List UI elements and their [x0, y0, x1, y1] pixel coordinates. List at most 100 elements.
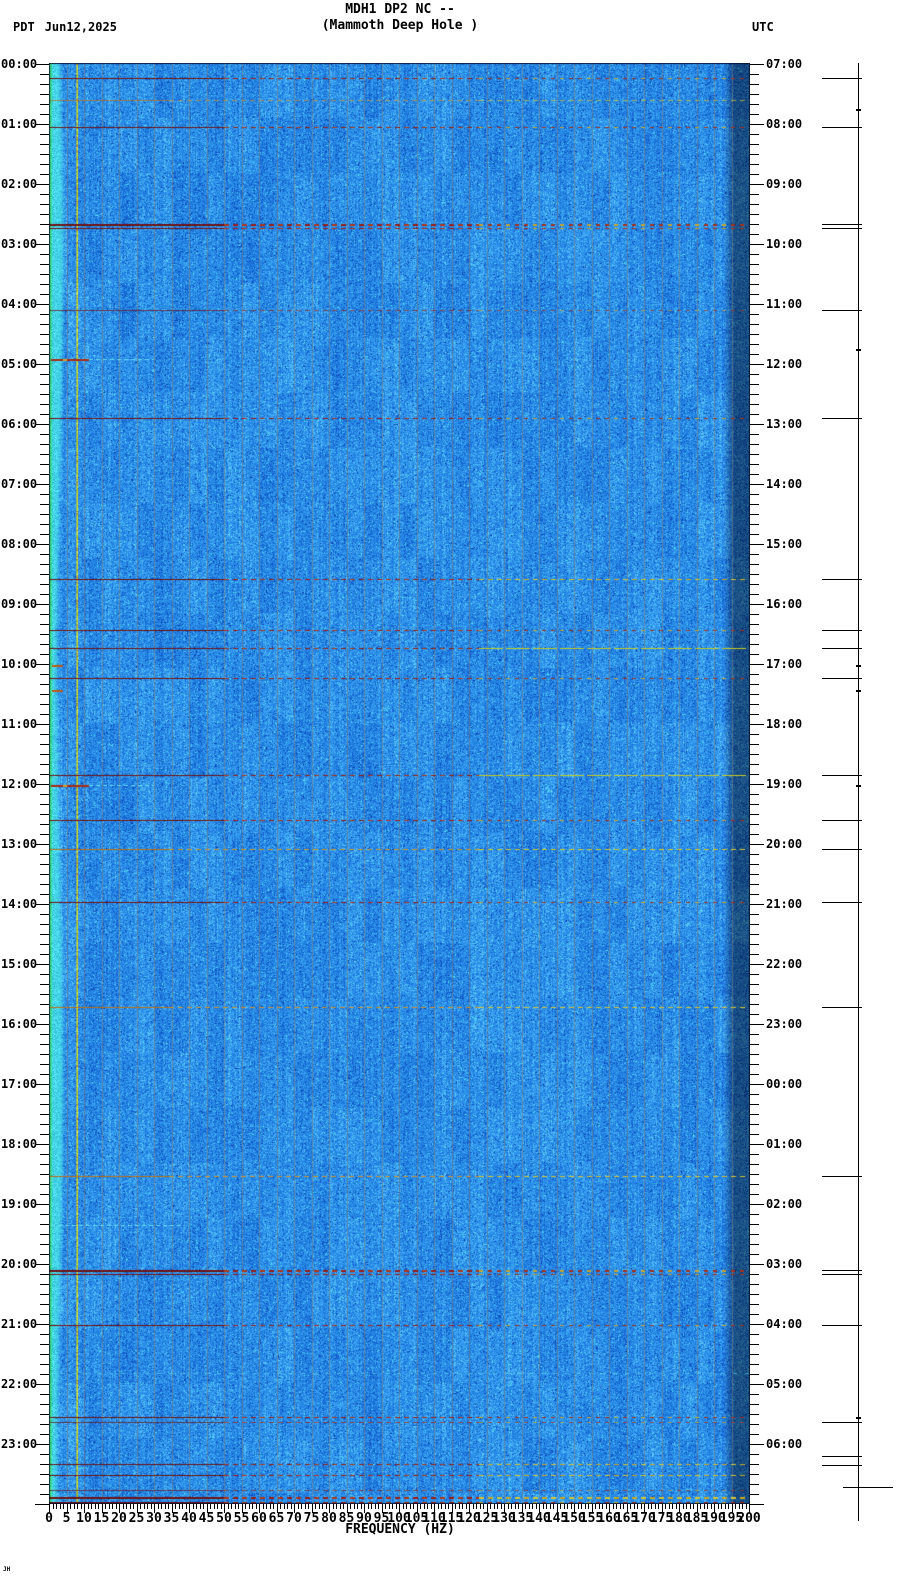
time-tick-left [40, 474, 49, 475]
event-mark-dash [822, 1456, 862, 1457]
time-tick-left [40, 1034, 49, 1035]
time-tick-right [750, 1484, 759, 1485]
time-tick-right [750, 784, 764, 785]
time-tick-left [35, 424, 49, 425]
time-tick-left [40, 894, 49, 895]
freq-tick [487, 1504, 488, 1513]
time-tick-left [40, 514, 49, 515]
left-time-label: 12:00 [1, 777, 38, 791]
freq-tick [273, 1504, 274, 1509]
time-tick-left [40, 714, 49, 715]
time-tick-right [750, 714, 759, 715]
time-tick-right [750, 374, 759, 375]
freq-tick [49, 1504, 50, 1513]
time-tick-right [750, 454, 759, 455]
freq-tick [294, 1504, 295, 1513]
freq-tick [340, 1504, 341, 1509]
time-tick-left [35, 1384, 49, 1385]
time-tick-right [750, 574, 759, 575]
freq-tick [609, 1504, 610, 1513]
freq-tick [67, 1504, 68, 1513]
freq-tick [77, 1504, 78, 1509]
freq-tick-label: 10 [76, 1511, 92, 1526]
time-tick-right [750, 984, 759, 985]
freq-tick [452, 1504, 453, 1513]
freq-tick [347, 1504, 348, 1513]
freq-tick [137, 1504, 138, 1513]
time-tick-right [750, 854, 759, 855]
time-tick-right [750, 1404, 759, 1405]
right-time-label: 05:00 [766, 1377, 803, 1391]
right-time-label: 00:00 [766, 1077, 803, 1091]
right-time-label: 23:00 [766, 1017, 803, 1031]
time-tick-right [750, 794, 759, 795]
time-tick-right [750, 1144, 764, 1145]
time-tick-right [750, 924, 759, 925]
freq-tick-label: 20 [111, 1511, 127, 1526]
freq-tick [221, 1504, 222, 1509]
freq-tick [231, 1504, 232, 1509]
time-tick-right [750, 344, 759, 345]
time-tick-left [40, 924, 49, 925]
freq-tick [322, 1504, 323, 1509]
freq-tick [91, 1504, 92, 1509]
freq-tick [571, 1504, 572, 1509]
freq-tick [196, 1504, 197, 1509]
freq-tick [434, 1504, 435, 1513]
freq-tick [483, 1504, 484, 1509]
time-tick-left [40, 144, 49, 145]
freq-tick [522, 1504, 523, 1513]
freq-tick [165, 1504, 166, 1509]
freq-tick [158, 1504, 159, 1509]
time-tick-right [750, 1214, 759, 1215]
freq-tick [655, 1504, 656, 1509]
time-tick-left [40, 1254, 49, 1255]
time-tick-right [750, 534, 759, 535]
time-tick-left [40, 264, 49, 265]
time-tick-left [40, 574, 49, 575]
time-tick-left [35, 844, 49, 845]
freq-tick [588, 1504, 589, 1509]
freq-tick-label: 160 [597, 1511, 621, 1526]
time-tick-right [750, 214, 759, 215]
time-tick-right [750, 74, 759, 75]
time-tick-left [40, 404, 49, 405]
freq-tick [126, 1504, 127, 1509]
time-tick-left [35, 784, 49, 785]
freq-tick [592, 1504, 593, 1513]
freq-tick [560, 1504, 561, 1509]
freq-tick [200, 1504, 201, 1509]
time-tick-left [40, 1314, 49, 1315]
freq-tick [207, 1504, 208, 1513]
time-tick-right [750, 944, 759, 945]
time-tick-left [40, 794, 49, 795]
freq-tick [329, 1504, 330, 1513]
date-label: Jun12,2025 [44, 20, 117, 34]
right-time-label: 08:00 [766, 117, 803, 131]
time-tick-right [750, 894, 759, 895]
time-tick-left [40, 694, 49, 695]
title-line1: MDH1 DP2 NC -- [345, 2, 455, 17]
event-mark-dot [856, 1417, 861, 1419]
time-tick-left [40, 1014, 49, 1015]
event-mark-dash [822, 310, 862, 311]
time-tick-left [40, 644, 49, 645]
time-tick-right [750, 104, 759, 105]
time-tick-right [750, 1024, 764, 1025]
freq-tick [431, 1504, 432, 1509]
time-tick-right [750, 624, 759, 625]
freq-tick [172, 1504, 173, 1513]
right-time-label: 02:00 [766, 1197, 803, 1211]
event-mark-dot [856, 690, 861, 692]
title-line2: (Mammoth Deep Hole ) [321, 18, 479, 33]
time-tick-right [750, 1354, 759, 1355]
time-tick-left [40, 734, 49, 735]
time-tick-left [40, 1174, 49, 1175]
freq-tick [161, 1504, 162, 1509]
time-tick-left [40, 1434, 49, 1435]
freq-tick [95, 1504, 96, 1509]
freq-tick [144, 1504, 145, 1509]
freq-tick [662, 1504, 663, 1513]
freq-tick [490, 1504, 491, 1509]
freq-tick [56, 1504, 57, 1509]
